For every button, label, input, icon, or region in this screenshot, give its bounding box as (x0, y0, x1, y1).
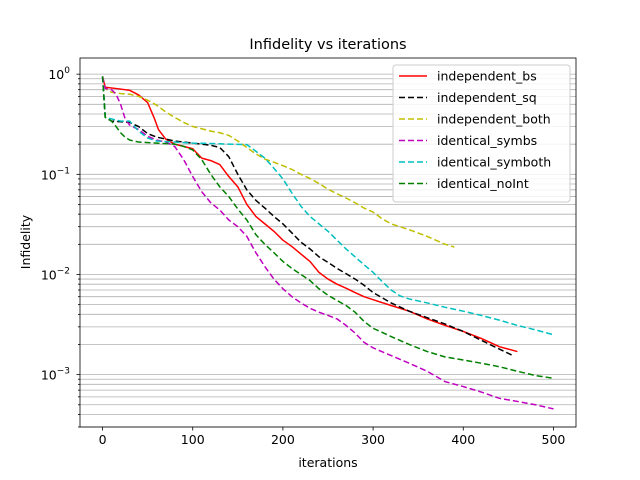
y-tick-label: 10−2 (41, 266, 70, 282)
legend: independent_bs independent_sq independent_… (392, 64, 571, 203)
x-tick-label: 500 (542, 432, 566, 447)
y-tick-exponent: −3 (57, 367, 70, 377)
series-line-identical-symboth (101, 76, 554, 336)
y-tick-base: 10 (48, 67, 64, 82)
y-tick-base: 10 (41, 167, 57, 182)
y-gridlines (76, 73, 576, 428)
x-tick-label: 100 (181, 432, 205, 447)
series-line-independent-sq (101, 76, 514, 357)
y-tick-base: 10 (41, 267, 57, 282)
y-axis-label: Infidelity (18, 214, 33, 269)
x-tick-label: 300 (361, 432, 385, 447)
x-tick-label: 0 (99, 432, 107, 447)
y-tick-label: 10−3 (41, 367, 70, 383)
legend-label: independent_both (437, 112, 551, 127)
legend-label: independent_sq (437, 90, 537, 105)
series-line-independent-bs (101, 76, 518, 353)
legend-label: identical_noInt (437, 176, 529, 191)
y-tick-exponent: 0 (64, 66, 70, 76)
axes-frame (79, 57, 577, 428)
series-group (101, 76, 554, 410)
legend-box (392, 64, 571, 203)
y-tick-label: 100 (48, 66, 70, 82)
chart-title: Infidelity vs iterations (249, 37, 406, 53)
y-tick-exponent: −2 (57, 266, 70, 276)
x-ticks: 0 100 200 300 400 500 (99, 427, 566, 447)
series-line-identical-noInt (101, 76, 554, 380)
x-tick-label: 400 (451, 432, 475, 447)
y-tick-base: 10 (41, 368, 57, 383)
legend-label: identical_symboth (437, 155, 551, 170)
x-tick-label: 200 (271, 432, 295, 447)
series-line-identical-symbs (101, 76, 554, 410)
series-line-independent-both (101, 76, 455, 248)
legend-label: independent_bs (437, 69, 537, 84)
y-tick-label: 10−1 (41, 166, 70, 182)
plot-area: 0 100 200 300 400 50010010−110−210−3independe… (41, 57, 577, 447)
y-tick-exponent: −1 (57, 166, 70, 176)
x-axis-label: iterations (298, 455, 357, 470)
legend-label: identical_symbs (437, 133, 537, 148)
